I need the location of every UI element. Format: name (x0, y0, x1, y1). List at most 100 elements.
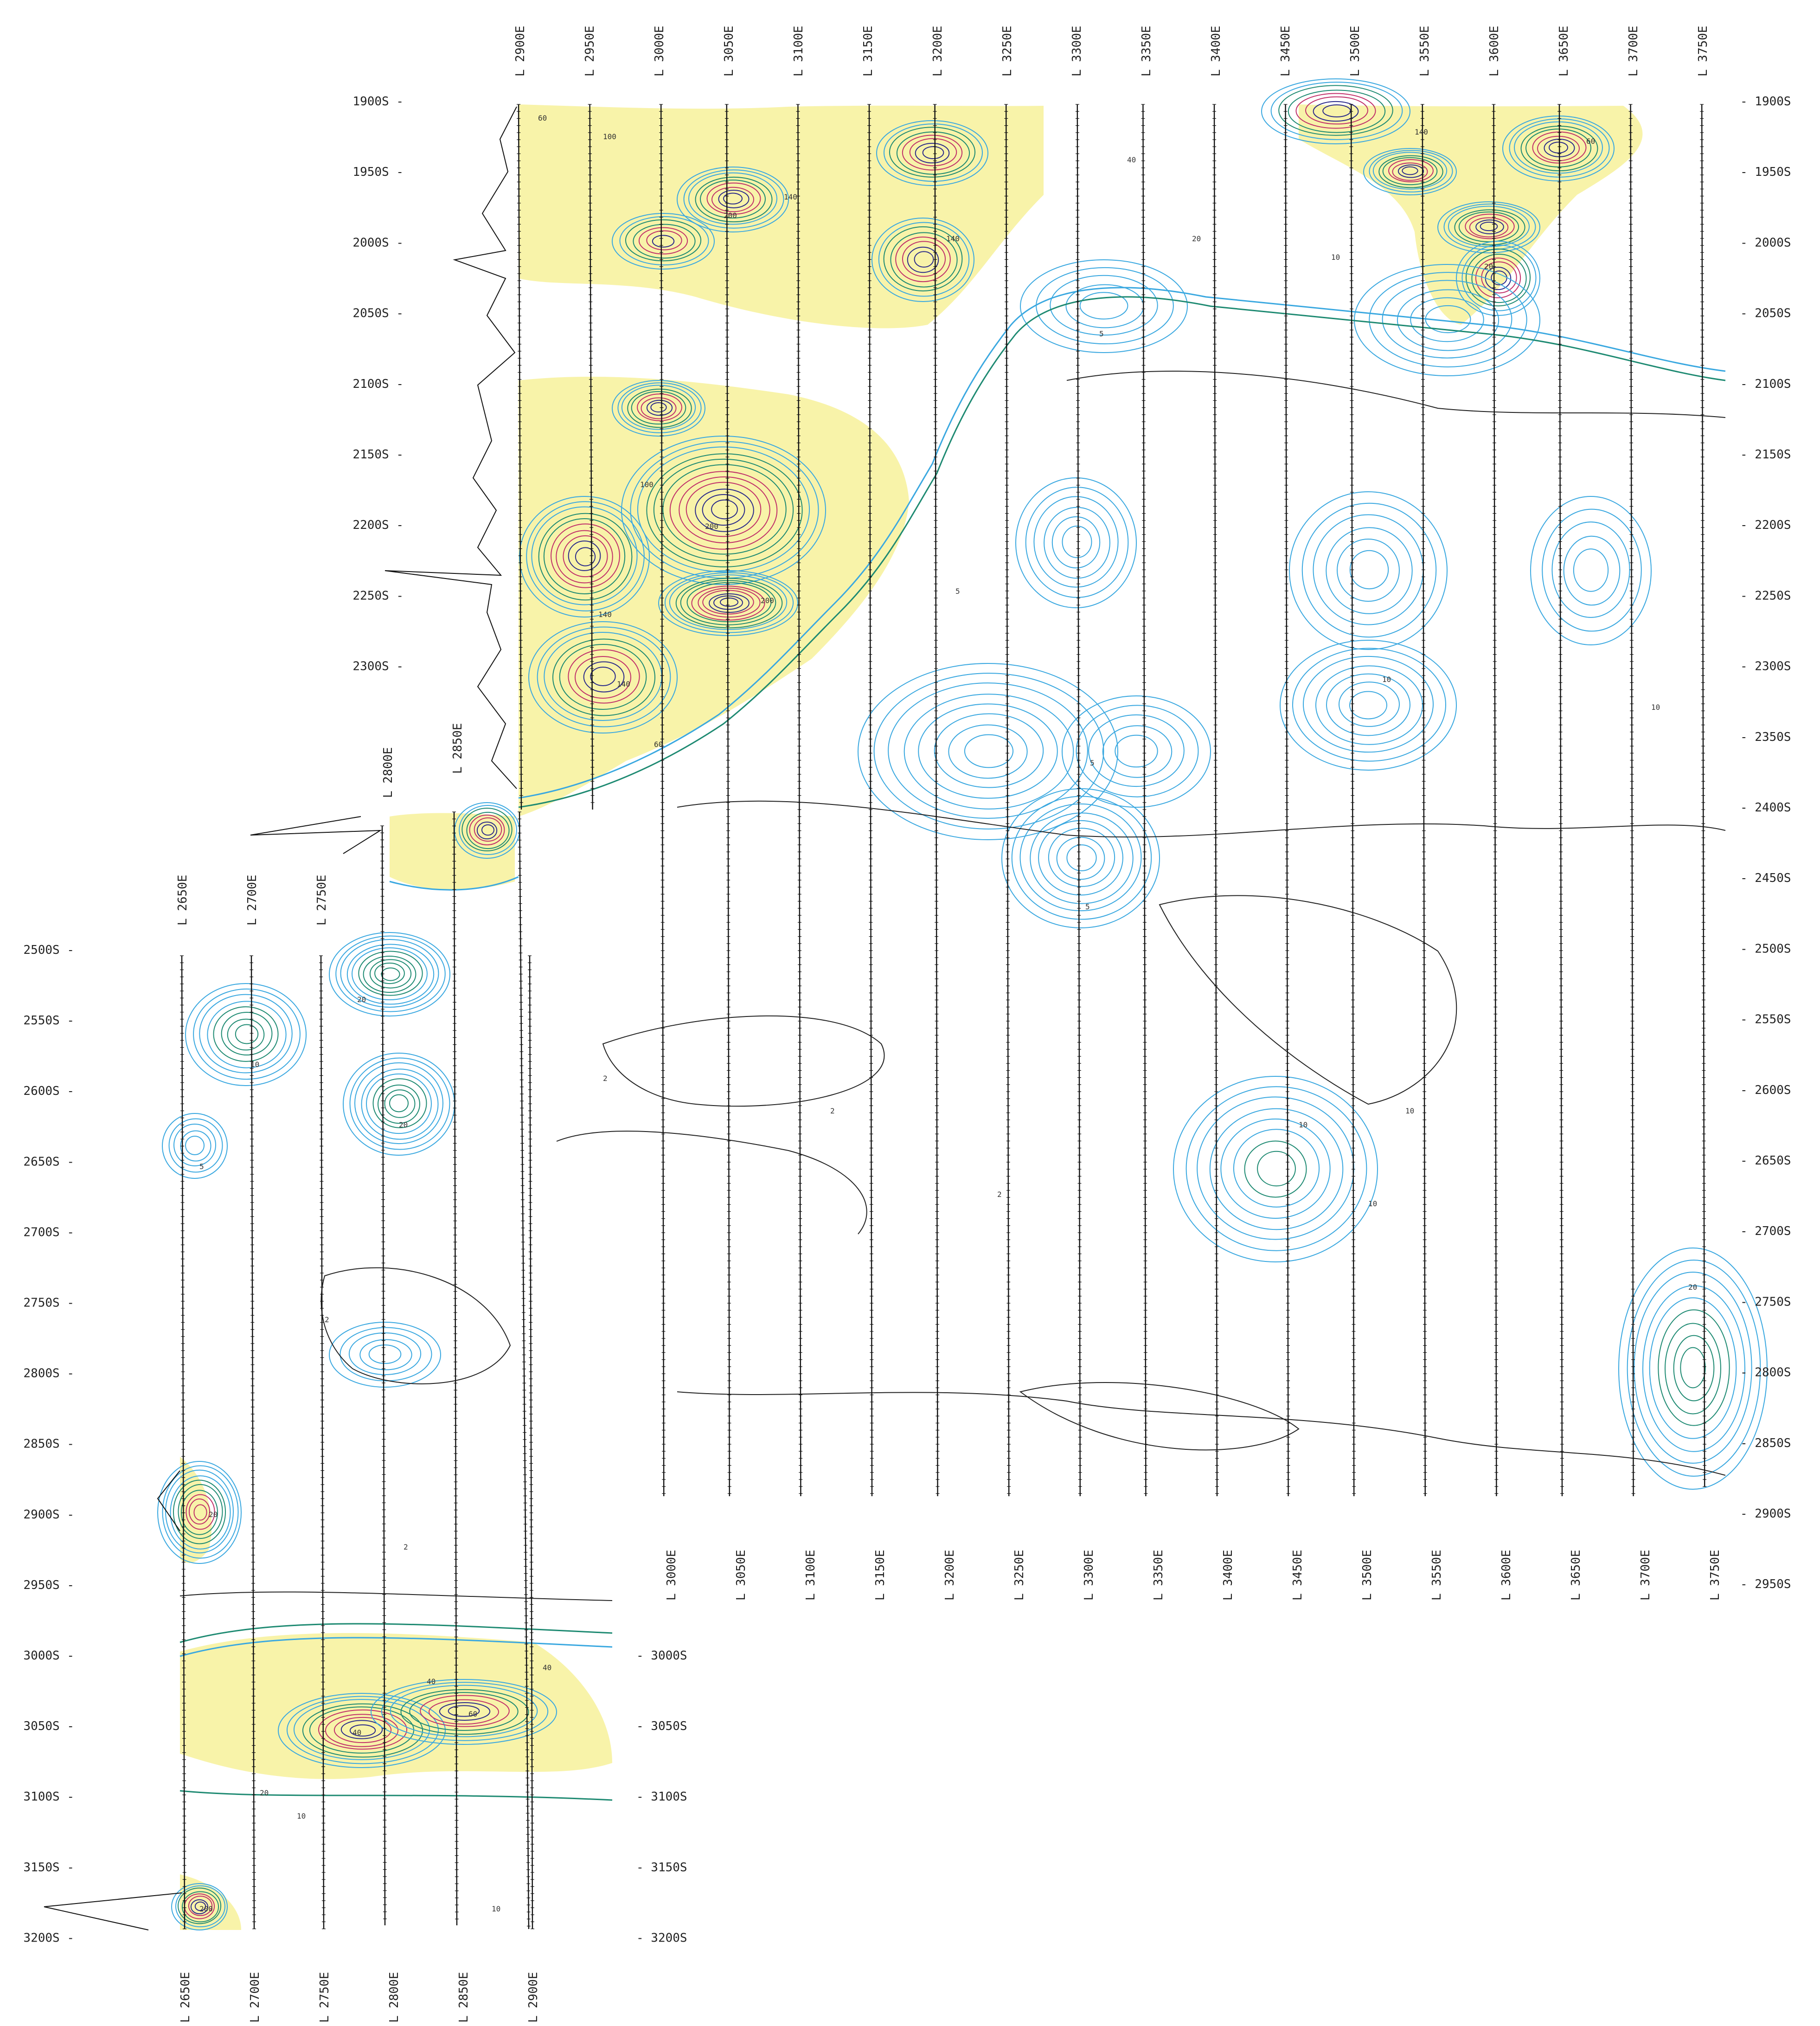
easting-label: L 3500E (1360, 1550, 1374, 1601)
background-contour (677, 800, 1726, 838)
anomaly-high-contour (1514, 121, 1603, 174)
anomaly-high-contour (181, 1891, 219, 1923)
anomaly-contour (168, 1118, 223, 1173)
anomaly-low-contour (1658, 1309, 1730, 1426)
anomaly-low-contour (1173, 1076, 1378, 1262)
survey-line (1285, 104, 1289, 1497)
contour-value-label: 200 (705, 522, 718, 531)
anomaly-high-contour (349, 1724, 376, 1737)
anomaly-high-contour (1397, 164, 1424, 178)
contour-value-label: 20 (1484, 262, 1493, 271)
gradient-contour (179, 1623, 613, 1643)
anomaly-high-contour (612, 213, 715, 270)
anomaly-high-contour (466, 811, 510, 849)
northing-label: 2900S - (23, 1508, 74, 1522)
anomaly-contour (180, 1490, 218, 1535)
anomaly-high-contour (702, 494, 745, 526)
contour-value-label: 140 (1415, 128, 1428, 136)
easting-label: L 3050E (734, 1550, 748, 1601)
contour-value-label: 10 (492, 1904, 500, 1913)
anomaly-low-contour (1044, 507, 1110, 579)
northing-label: - 2900S (1740, 1507, 1791, 1521)
anomaly-low-contour (873, 673, 1104, 830)
anomaly-contour (193, 988, 301, 1080)
northing-label: 3100S - (23, 1790, 74, 1804)
anomaly-high-contour (700, 180, 766, 219)
anomaly-high-contour (688, 172, 777, 225)
anomaly-high-contour (448, 1705, 480, 1717)
anomaly-low-contour (1326, 673, 1410, 736)
anomaly-high-contour (872, 218, 974, 302)
contour-value-label: 10 (297, 1812, 306, 1820)
anomaly-high-contour (409, 1692, 519, 1731)
anomaly-low-contour (1326, 527, 1413, 614)
anomaly-high-contour (1475, 257, 1521, 298)
anomaly-contour (199, 994, 293, 1074)
easting-label: L 2800E (381, 747, 395, 798)
easting-label: L 3250E (1013, 1550, 1026, 1601)
contour-value-label: 10 (250, 1060, 259, 1069)
background-contour (1066, 371, 1726, 418)
northing-label: - 3050S (636, 1719, 687, 1733)
anomaly-high-contour (1372, 152, 1448, 190)
northing-label: 2700S - (23, 1225, 74, 1239)
anomaly-contour (369, 959, 412, 989)
anomaly-low-contour (1289, 491, 1448, 650)
anomaly-low-contour (1680, 1347, 1706, 1389)
northing-label: - 3100S (636, 1790, 687, 1804)
anomaly-low-contour (1115, 734, 1158, 768)
anomaly-low-contour (1186, 1086, 1367, 1251)
northing-label: 2800S - (23, 1367, 74, 1381)
anomaly-high-contour (1382, 157, 1438, 186)
anomaly-high-contour (1363, 148, 1457, 195)
anomaly-high-contour (637, 393, 682, 421)
easting-label: L 3450E (1291, 1550, 1305, 1601)
anomaly-high-contour (526, 501, 645, 611)
background-contour (179, 1591, 613, 1601)
contour-value-labels: 60 100 200 140 140 40 20 5 10 20 140 60 100 200 140 200… (199, 114, 1697, 1913)
northing-label: 2200S - (352, 518, 404, 532)
contour-value-label: 60 (468, 1710, 477, 1718)
northing-label: - 2800S (1740, 1366, 1791, 1380)
easting-label: L 2800E (387, 1972, 401, 2023)
northing-label: 2950S - (23, 1578, 74, 1592)
anomaly-high-contour (907, 246, 939, 273)
anomaly-high-contour (381, 1682, 549, 1741)
anomaly-low-contour (1257, 1151, 1296, 1187)
anomaly-contour (329, 932, 450, 1016)
anomaly-contour (193, 1504, 207, 1521)
contour-value-label: 60 (1586, 137, 1595, 146)
contour-value-label: 20 (399, 1120, 408, 1129)
contour-value-label: 140 (784, 193, 797, 201)
anomaly-high-contour (1465, 213, 1515, 239)
survey-line (660, 104, 665, 1497)
easting-label: L 3350E (1140, 26, 1154, 77)
northing-label: - 2500S (1740, 942, 1791, 956)
anomaly-low-contour (1313, 514, 1424, 625)
anomaly-low-contour (904, 694, 1074, 810)
contour-value-label: 10 (1651, 703, 1660, 712)
anomaly-high-contour (400, 1689, 529, 1735)
easting-label: L 3100E (804, 1550, 818, 1601)
northing-label: - 2150S (1740, 448, 1791, 462)
anomaly-contour (378, 1084, 420, 1124)
anomaly-contour (227, 1018, 265, 1051)
northing-label: - 2350S (1740, 730, 1791, 744)
anomaly-high-contour (177, 1887, 222, 1924)
anomaly-high-contour (1471, 253, 1527, 303)
anomaly-high-contour (302, 1703, 423, 1758)
anomaly-low-contour (1011, 796, 1152, 920)
anomaly-high-contour (1278, 85, 1393, 136)
anomaly-high-contour (476, 821, 498, 840)
anomaly-high-contour (1465, 248, 1531, 307)
anomaly-high-contour (664, 572, 794, 633)
anomaly-high-contour (459, 804, 517, 855)
anomaly-low-contour (1530, 496, 1652, 645)
anomaly-low-contour (1303, 656, 1434, 753)
contour-value-label: 60 (538, 114, 547, 122)
anomaly-high-contour (481, 824, 495, 836)
northing-label: 2550S - (23, 1014, 74, 1028)
contour-value-label: 10 (1368, 1199, 1377, 1208)
anomaly-high-contour (638, 227, 688, 255)
anomaly-low-contour (1209, 1108, 1344, 1230)
